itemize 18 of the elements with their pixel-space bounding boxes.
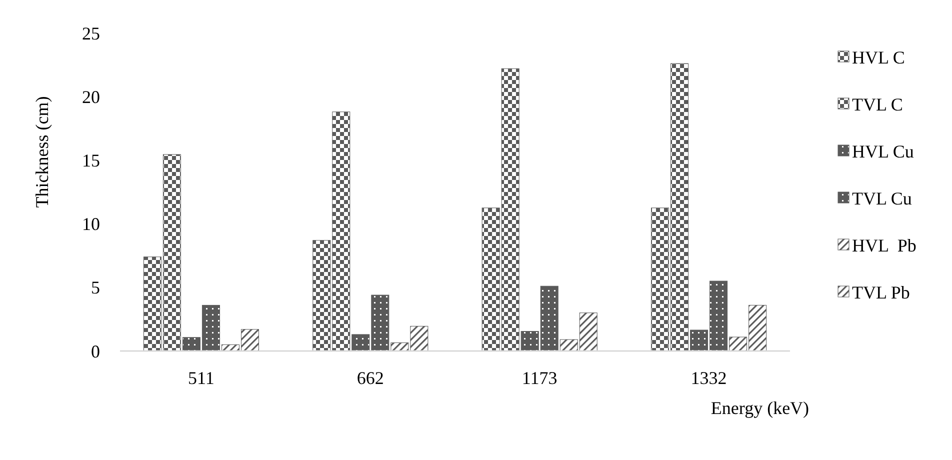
y-tick-label: 5: [91, 278, 100, 298]
x-axis-title: Energy (keV): [710, 398, 810, 418]
y-tick-label: 0: [91, 341, 100, 362]
legend-label: TVL C: [852, 94, 903, 114]
y-axis-title: Thickness (cm): [32, 96, 52, 208]
legend-label: HVL C: [852, 47, 905, 68]
y-tick-label: 10: [82, 214, 100, 234]
x-tick-label: 1332: [690, 368, 727, 388]
x-tick-label: 511: [188, 368, 214, 388]
x-tick-label: 1173: [522, 368, 558, 388]
y-tick-label: 20: [82, 86, 100, 107]
legend-label: HVL Cu: [852, 141, 914, 162]
legend-label: TVL Pb: [852, 282, 910, 302]
legend-label: TVL Cu: [852, 188, 912, 208]
legend-label: HVL Pb: [852, 235, 916, 256]
y-tick-label: 15: [82, 150, 100, 170]
x-tick-label: 662: [356, 368, 384, 388]
y-tick-label: 25: [82, 23, 100, 44]
